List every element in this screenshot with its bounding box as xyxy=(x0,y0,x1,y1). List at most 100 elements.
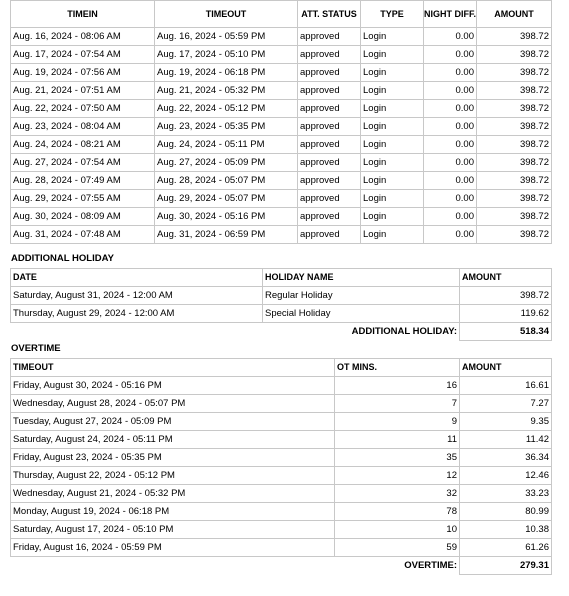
holiday-table: DATE HOLIDAY NAME AMOUNT Saturday, Augus… xyxy=(10,268,552,341)
attendance-row: Aug. 23, 2024 - 08:04 AM Aug. 23, 2024 - … xyxy=(10,117,552,136)
header-date: DATE xyxy=(10,268,263,287)
header-type: TYPE xyxy=(360,0,424,28)
ot-amount-cell: 12.46 xyxy=(459,466,552,485)
overtime-header-row: TIMEOUT OT MINS. AMOUNT xyxy=(10,358,552,377)
ot-timeout-cell: Friday, August 23, 2024 - 05:35 PM xyxy=(10,448,335,467)
amount-cell: 398.72 xyxy=(476,153,552,172)
timein-cell: Aug. 16, 2024 - 08:06 AM xyxy=(10,27,155,46)
holiday-name-cell: Regular Holiday xyxy=(262,286,460,305)
status-cell: approved xyxy=(297,135,361,154)
night-diff-cell: 0.00 xyxy=(423,225,477,244)
timeout-cell: Aug. 31, 2024 - 06:59 PM xyxy=(154,225,298,244)
ot-timeout-cell: Saturday, August 17, 2024 - 05:10 PM xyxy=(10,520,335,539)
overtime-total-row: OVERTIME: 279.31 xyxy=(11,556,552,575)
ot-amount-cell: 11.42 xyxy=(459,430,552,449)
ot-amount-cell: 9.35 xyxy=(459,412,552,431)
type-cell: Login xyxy=(360,63,424,82)
holiday-total-value: 518.34 xyxy=(459,322,552,341)
type-cell: Login xyxy=(360,117,424,136)
ot-mins-cell: 7 xyxy=(334,394,460,413)
ot-amount-cell: 61.26 xyxy=(459,538,552,557)
ot-timeout-cell: Thursday, August 22, 2024 - 05:12 PM xyxy=(10,466,335,485)
timeout-cell: Aug. 27, 2024 - 05:09 PM xyxy=(154,153,298,172)
amount-cell: 398.72 xyxy=(476,117,552,136)
attendance-body: Aug. 16, 2024 - 08:06 AM Aug. 16, 2024 - … xyxy=(10,27,552,244)
timeout-cell: Aug. 30, 2024 - 05:16 PM xyxy=(154,207,298,226)
amount-cell: 398.72 xyxy=(476,225,552,244)
header-ot-amount: AMOUNT xyxy=(459,358,552,377)
type-cell: Login xyxy=(360,207,424,226)
attendance-row: Aug. 29, 2024 - 07:55 AM Aug. 29, 2024 - … xyxy=(10,189,552,208)
status-cell: approved xyxy=(297,81,361,100)
timeout-cell: Aug. 24, 2024 - 05:11 PM xyxy=(154,135,298,154)
ot-amount-cell: 36.34 xyxy=(459,448,552,467)
night-diff-cell: 0.00 xyxy=(423,117,477,136)
overtime-row: Wednesday, August 21, 2024 - 05:32 PM 32 3… xyxy=(10,484,552,503)
night-diff-cell: 0.00 xyxy=(423,189,477,208)
timeout-cell: Aug. 19, 2024 - 06:18 PM xyxy=(154,63,298,82)
timein-cell: Aug. 22, 2024 - 07:50 AM xyxy=(10,99,155,118)
ot-timeout-cell: Saturday, August 24, 2024 - 05:11 PM xyxy=(10,430,335,449)
type-cell: Login xyxy=(360,45,424,64)
amount-cell: 398.72 xyxy=(476,81,552,100)
overtime-row: Wednesday, August 28, 2024 - 05:07 PM 7 7.… xyxy=(10,394,552,413)
type-cell: Login xyxy=(360,153,424,172)
type-cell: Login xyxy=(360,225,424,244)
timeout-cell: Aug. 22, 2024 - 05:12 PM xyxy=(154,99,298,118)
ot-timeout-cell: Wednesday, August 21, 2024 - 05:32 PM xyxy=(10,484,335,503)
timeout-cell: Aug. 23, 2024 - 05:35 PM xyxy=(154,117,298,136)
holiday-total-row: ADDITIONAL HOLIDAY: 518.34 xyxy=(11,322,552,341)
header-ot-timeout: TIMEOUT xyxy=(10,358,335,377)
overtime-body: Friday, August 30, 2024 - 05:16 PM 16 16.6… xyxy=(10,376,552,557)
status-cell: approved xyxy=(297,153,361,172)
type-cell: Login xyxy=(360,135,424,154)
status-cell: approved xyxy=(297,207,361,226)
ot-mins-cell: 12 xyxy=(334,466,460,485)
header-holiday-amount: AMOUNT xyxy=(459,268,552,287)
attendance-row: Aug. 31, 2024 - 07:48 AM Aug. 31, 2024 - … xyxy=(10,225,552,244)
attendance-row: Aug. 24, 2024 - 08:21 AM Aug. 24, 2024 - … xyxy=(10,135,552,154)
ot-mins-cell: 10 xyxy=(334,520,460,539)
timeout-cell: Aug. 21, 2024 - 05:32 PM xyxy=(154,81,298,100)
status-cell: approved xyxy=(297,225,361,244)
night-diff-cell: 0.00 xyxy=(423,135,477,154)
header-night-diff: NIGHT DIFF. xyxy=(423,0,477,28)
holiday-amount-cell: 119.62 xyxy=(459,304,552,323)
header-night-diff-label: NIGHT DIFF. xyxy=(424,8,476,19)
header-amount: AMOUNT xyxy=(476,0,552,28)
holiday-header-row: DATE HOLIDAY NAME AMOUNT xyxy=(10,268,552,287)
holiday-total-label: ADDITIONAL HOLIDAY: xyxy=(351,326,457,338)
night-diff-cell: 0.00 xyxy=(423,81,477,100)
amount-cell: 398.72 xyxy=(476,27,552,46)
attendance-table: TIMEIN TIMEOUT ATT. STATUS TYPE NIGHT DI… xyxy=(10,0,552,244)
night-diff-cell: 0.00 xyxy=(423,45,477,64)
timein-cell: Aug. 31, 2024 - 07:48 AM xyxy=(10,225,155,244)
amount-cell: 398.72 xyxy=(476,99,552,118)
overtime-row: Tuesday, August 27, 2024 - 05:09 PM 9 9.35 xyxy=(10,412,552,431)
attendance-row: Aug. 19, 2024 - 07:56 AM Aug. 19, 2024 - … xyxy=(10,63,552,82)
overtime-row: Saturday, August 24, 2024 - 05:11 PM 11 11… xyxy=(10,430,552,449)
status-cell: approved xyxy=(297,189,361,208)
overtime-row: Friday, August 30, 2024 - 05:16 PM 16 16.6… xyxy=(10,376,552,395)
ot-amount-cell: 7.27 xyxy=(459,394,552,413)
night-diff-cell: 0.00 xyxy=(423,27,477,46)
ot-timeout-cell: Monday, August 19, 2024 - 06:18 PM xyxy=(10,502,335,521)
timein-cell: Aug. 28, 2024 - 07:49 AM xyxy=(10,171,155,190)
overtime-row: Friday, August 16, 2024 - 05:59 PM 59 61.2… xyxy=(10,538,552,557)
overtime-total-value: 279.31 xyxy=(459,556,552,575)
header-att-status-label: ATT. STATUS xyxy=(301,8,357,19)
timeout-cell: Aug. 16, 2024 - 05:59 PM xyxy=(154,27,298,46)
amount-cell: 398.72 xyxy=(476,45,552,64)
header-timein: TIMEIN xyxy=(10,0,155,28)
type-cell: Login xyxy=(360,27,424,46)
overtime-row: Saturday, August 17, 2024 - 05:10 PM 10 10… xyxy=(10,520,552,539)
attendance-row: Aug. 27, 2024 - 07:54 AM Aug. 27, 2024 - … xyxy=(10,153,552,172)
timein-cell: Aug. 23, 2024 - 08:04 AM xyxy=(10,117,155,136)
ot-mins-cell: 11 xyxy=(334,430,460,449)
ot-timeout-cell: Tuesday, August 27, 2024 - 05:09 PM xyxy=(10,412,335,431)
type-cell: Login xyxy=(360,81,424,100)
status-cell: approved xyxy=(297,117,361,136)
overtime-row: Thursday, August 22, 2024 - 05:12 PM 12 12… xyxy=(10,466,552,485)
timein-cell: Aug. 24, 2024 - 08:21 AM xyxy=(10,135,155,154)
holiday-amount-cell: 398.72 xyxy=(459,286,552,305)
